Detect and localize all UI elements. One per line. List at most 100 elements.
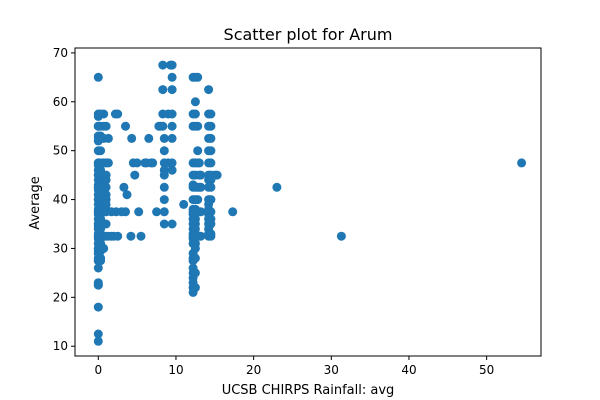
scatter-point <box>96 146 106 156</box>
scatter-point <box>93 302 103 312</box>
y-tick-label: 70 <box>53 46 68 60</box>
scatter-point <box>206 219 216 229</box>
scatter-point <box>127 133 137 143</box>
scatter-point <box>167 109 177 119</box>
scatter-point <box>193 146 203 156</box>
data-points <box>93 60 527 346</box>
y-tick-label: 20 <box>53 290 68 304</box>
scatter-point <box>159 133 169 143</box>
scatter-point <box>336 231 346 241</box>
scatter-point <box>103 158 113 168</box>
scatter-point <box>159 219 169 229</box>
x-tick-label: 0 <box>94 363 102 377</box>
scatter-point <box>190 97 200 107</box>
scatter-point <box>167 133 177 143</box>
x-tick-label: 10 <box>168 363 183 377</box>
y-tick-label: 50 <box>53 144 68 158</box>
scatter-point <box>93 329 103 339</box>
scatter-point <box>206 158 216 168</box>
scatter-point <box>167 121 177 131</box>
y-tick-label: 60 <box>53 95 68 109</box>
scatter-point <box>206 182 216 192</box>
scatter-point <box>103 133 113 143</box>
scatter-point <box>190 283 200 293</box>
scatter-point <box>132 158 142 168</box>
scatter-point <box>167 72 177 82</box>
scatter-point <box>119 182 129 192</box>
scatter-point <box>190 253 200 263</box>
scatter-point <box>96 256 106 266</box>
scatter-point <box>122 190 132 200</box>
y-tick-label: 10 <box>53 339 68 353</box>
scatter-point <box>121 121 130 131</box>
scatter-point <box>159 170 169 180</box>
scatter-point <box>212 170 222 180</box>
scatter-point <box>158 60 168 70</box>
scatter-point <box>101 121 111 131</box>
scatter-point <box>130 170 140 180</box>
scatter-point <box>517 158 527 168</box>
scatter-point <box>99 243 109 253</box>
y-tick-label: 30 <box>53 241 68 255</box>
scatter-point <box>148 158 158 168</box>
scatter-point <box>158 121 168 131</box>
scatter-point <box>206 146 216 156</box>
scatter-point <box>167 219 177 229</box>
scatter-point <box>193 121 203 131</box>
scatter-point <box>113 231 123 241</box>
x-tick-label: 50 <box>479 363 494 377</box>
scatter-point <box>190 268 200 278</box>
scatter-point <box>121 207 130 217</box>
y-axis-label: Average <box>28 176 43 229</box>
scatter-point <box>206 109 216 119</box>
scatter-point <box>136 231 146 241</box>
scatter-point <box>193 72 203 82</box>
scatter-point <box>196 207 206 217</box>
scatter-point <box>206 207 216 217</box>
scatter-point <box>126 231 136 241</box>
scatter-point <box>93 263 103 273</box>
scatter-point <box>206 195 216 205</box>
scatter-point <box>196 170 206 180</box>
scatter-point <box>152 207 162 217</box>
scatter-point <box>167 165 177 175</box>
x-axis-ticks: 0 10 20 30 40 50 <box>94 356 494 377</box>
scatter-point <box>99 109 109 119</box>
y-axis-ticks: 10 20 30 40 50 60 70 <box>53 46 75 353</box>
scatter-point <box>193 195 203 205</box>
x-axis-label: UCSB CHIRPS Rainfall: avg <box>222 383 395 398</box>
scatter-point <box>134 207 144 217</box>
scatter-point <box>167 60 177 70</box>
scatter-point <box>272 182 282 192</box>
x-tick-label: 30 <box>324 363 339 377</box>
x-tick-label: 40 <box>401 363 416 377</box>
scatter-point <box>179 199 189 209</box>
y-tick-label: 40 <box>53 193 68 207</box>
scatter-point <box>190 243 200 253</box>
scatter-point <box>204 85 214 95</box>
scatter-point <box>228 207 238 217</box>
scatter-point <box>93 280 103 290</box>
chart-title: Scatter plot for Arum <box>224 25 393 44</box>
scatter-point <box>206 133 216 143</box>
scatter-point <box>144 133 154 143</box>
scatter-point <box>194 158 204 168</box>
scatter-point <box>101 219 111 229</box>
scatter-point <box>206 121 216 131</box>
scatter-point <box>196 231 206 241</box>
plot-area-frame <box>74 47 542 357</box>
scatter-point <box>93 72 103 82</box>
scatter-point <box>113 109 123 119</box>
scatter-point <box>167 85 177 95</box>
scatter-point <box>159 146 169 156</box>
scatter-point <box>101 175 111 185</box>
scatter-point <box>159 207 169 217</box>
scatter-point <box>101 182 111 192</box>
x-tick-label: 20 <box>246 363 261 377</box>
scatter-point <box>93 336 103 346</box>
scatter-point <box>167 158 177 168</box>
scatter-point <box>158 85 168 95</box>
scatter-point <box>159 195 169 205</box>
scatter-point <box>206 231 216 241</box>
